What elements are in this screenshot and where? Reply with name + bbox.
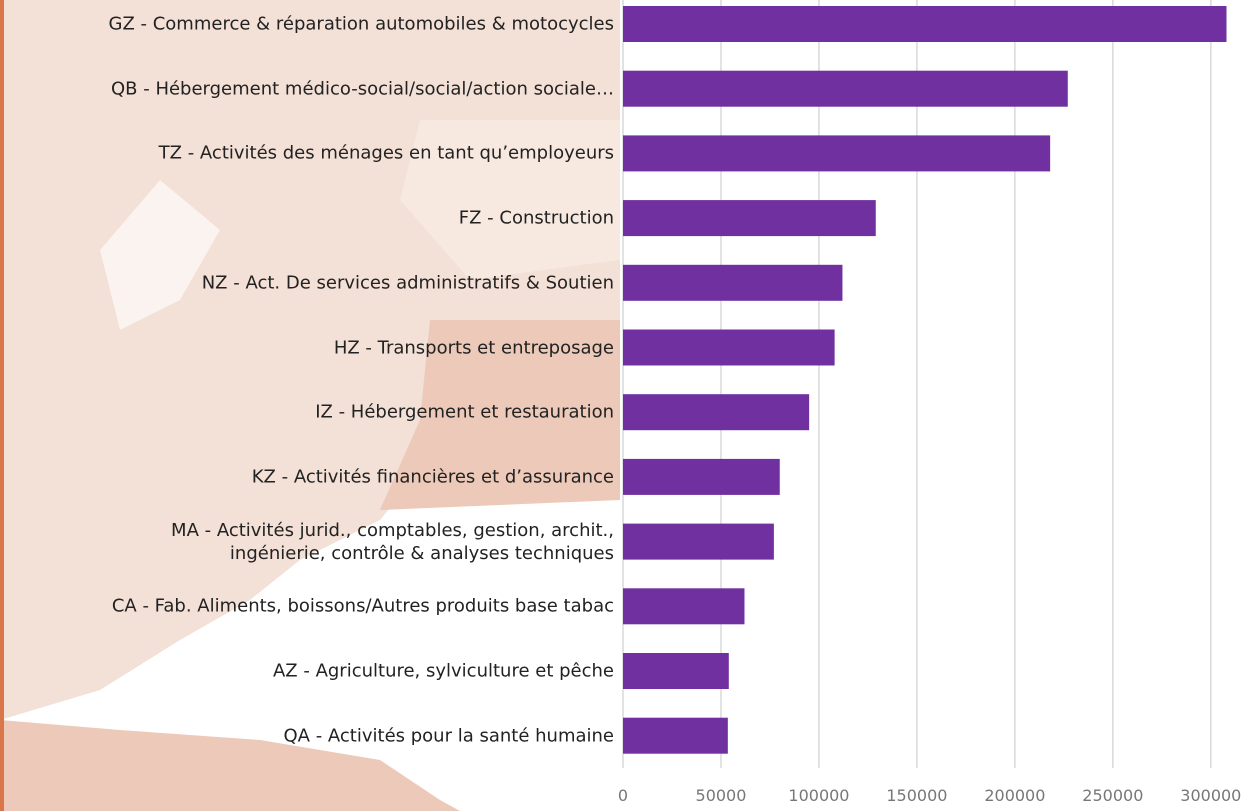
- y-tick-label: AZ - Agriculture, sylviculture et pêche: [272, 660, 614, 682]
- y-tick-label: TZ - Activités des ménages en tant qu’em…: [158, 142, 614, 164]
- x-tick-label: 0: [617, 786, 629, 805]
- x-tick-label: 300000: [1180, 786, 1242, 805]
- y-tick-label: CA - Fab. Aliments, boissons/Autres prod…: [111, 595, 614, 617]
- y-tick-label: NZ - Act. De services administratifs & S…: [201, 272, 614, 294]
- y-tick-label: KZ - Activités financières et d’assuranc…: [251, 466, 614, 488]
- x-tick-label: 200000: [984, 786, 1046, 805]
- x-tick-label: 150000: [886, 786, 948, 805]
- bar: [623, 523, 774, 560]
- x-tick-label: 50000: [695, 786, 747, 805]
- bar: [623, 717, 728, 754]
- bar: [623, 458, 780, 495]
- bar: [623, 200, 876, 237]
- y-tick-label: QB - Hébergement médico-social/social/ac…: [110, 78, 614, 100]
- bar: [623, 6, 1227, 42]
- bar: [623, 588, 745, 625]
- bar: [623, 135, 1051, 172]
- bar: [623, 70, 1068, 107]
- y-tick-label: HZ - Transports et entreposage: [333, 337, 614, 358]
- y-tick-label: IZ - Hébergement et restauration: [315, 401, 614, 423]
- y-tick-label: GZ - Commerce & réparation automobiles &…: [108, 13, 615, 35]
- x-tick-label: 100000: [788, 786, 850, 805]
- bar: [623, 329, 835, 366]
- y-tick-label: FZ - Construction: [458, 207, 614, 229]
- bar: [623, 394, 810, 431]
- y-tick-label: MA - Activités jurid., comptables, gesti…: [171, 519, 614, 564]
- x-tick-label: 250000: [1082, 786, 1144, 805]
- bar: [623, 653, 729, 689]
- y-tick-label: QA - Activités pour la santé humaine: [283, 725, 614, 747]
- bar: [623, 264, 843, 301]
- background-map: [0, 0, 620, 811]
